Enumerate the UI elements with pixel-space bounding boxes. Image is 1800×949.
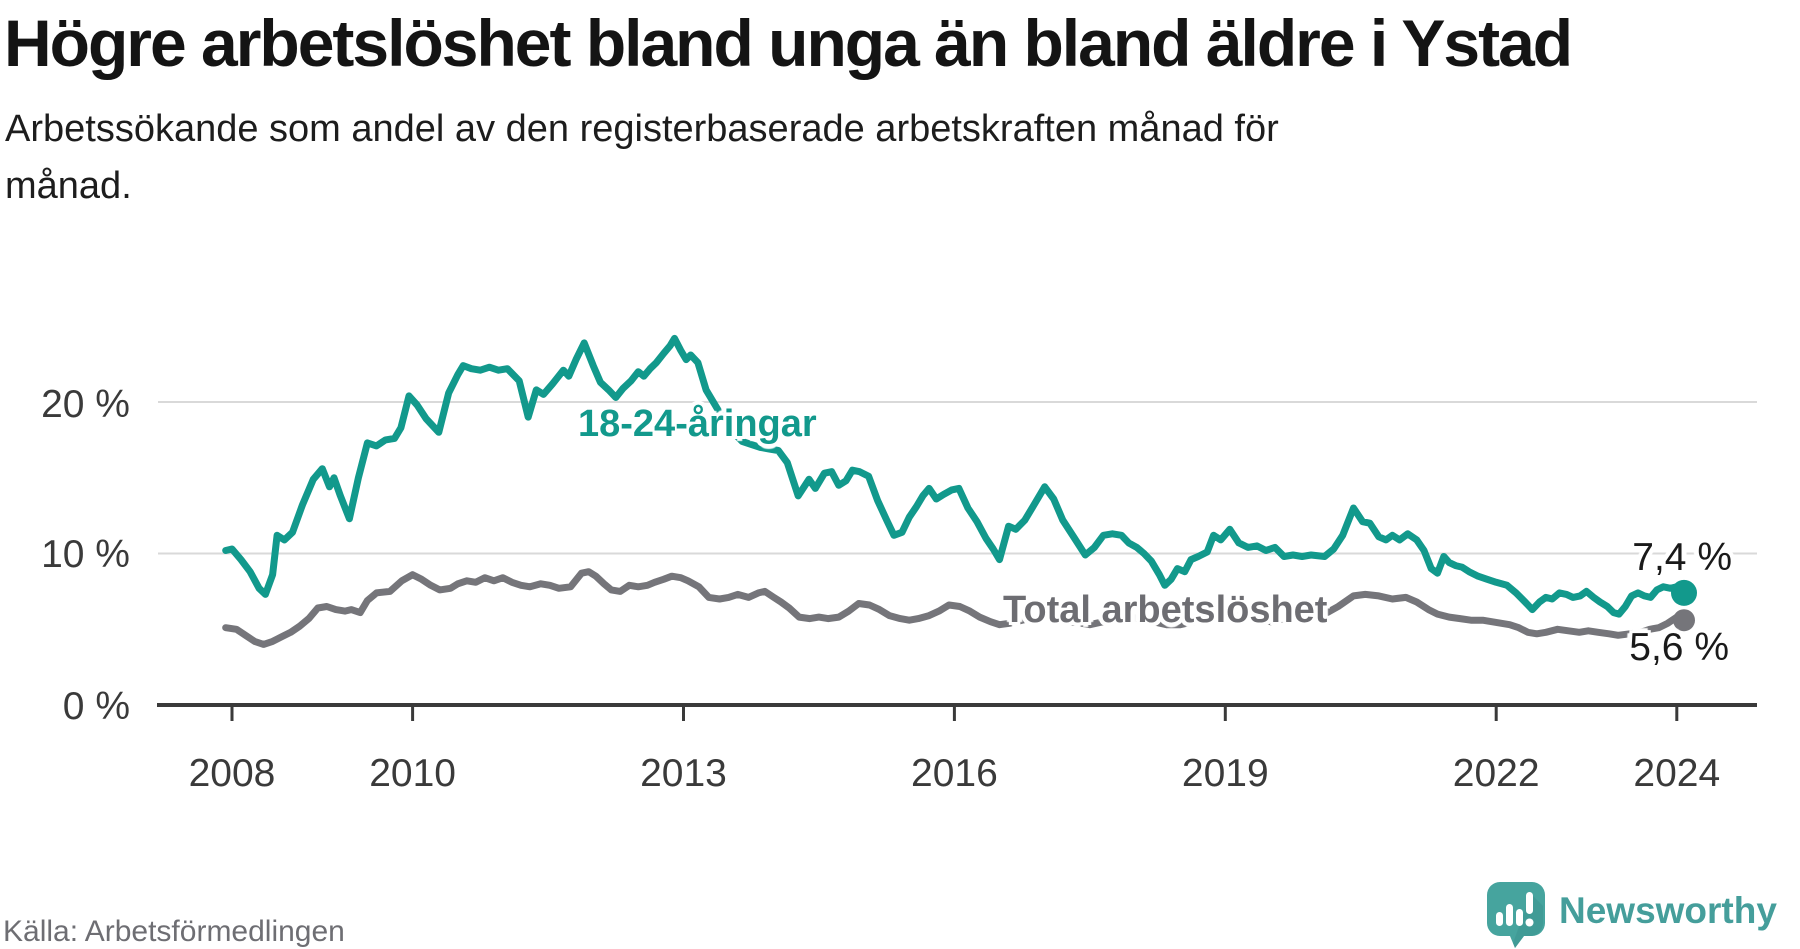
series-label-total: Total arbetslöshet bbox=[1003, 589, 1328, 631]
page-title: Högre arbetslöshet bland unga än bland ä… bbox=[4, 6, 1573, 80]
end-value-label-youth: 7,4 % bbox=[1632, 536, 1732, 579]
y-axis-label-0: 0 % bbox=[62, 685, 130, 728]
series-label-youth: 18-24-åringar bbox=[578, 403, 817, 445]
x-axis-label-2024: 2024 bbox=[1633, 752, 1721, 795]
y-axis-label-20: 20 % bbox=[41, 383, 130, 426]
x-axis-label-2016: 2016 bbox=[911, 752, 998, 795]
x-axis-label-2008: 2008 bbox=[188, 752, 276, 795]
line-total bbox=[222, 568, 1688, 648]
end-value-label-total: 5,6 % bbox=[1629, 626, 1729, 669]
x-axis-label-2022: 2022 bbox=[1452, 752, 1540, 795]
x-axis-label-2013: 2013 bbox=[640, 752, 727, 795]
source-note: Källa: Arbetsförmedlingen bbox=[3, 915, 345, 948]
line-youth bbox=[222, 334, 1688, 618]
end-dot-total bbox=[1673, 609, 1695, 632]
y-axis-label-10: 10 % bbox=[41, 533, 130, 576]
x-axis-label-2019: 2019 bbox=[1181, 752, 1269, 795]
brand-name: Newsworthy bbox=[1559, 890, 1777, 931]
end-dot-youth bbox=[1671, 579, 1697, 606]
newsworthy-logo-icon bbox=[1487, 882, 1545, 948]
subtitle-line-1: Arbetssökande som andel av den registerb… bbox=[5, 108, 1279, 150]
x-axis-label-2010: 2010 bbox=[369, 752, 456, 795]
subtitle-line-2: månad. bbox=[5, 165, 132, 207]
newsworthy-brand: Newsworthy bbox=[1487, 882, 1777, 948]
